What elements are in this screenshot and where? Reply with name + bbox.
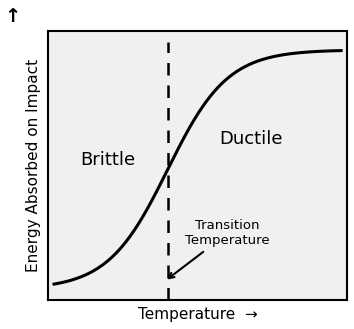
Text: Brittle: Brittle (80, 151, 136, 169)
Y-axis label: Energy Absorbed on Impact: Energy Absorbed on Impact (26, 59, 41, 272)
X-axis label: Temperature  →: Temperature → (138, 307, 257, 322)
Text: Transition
Temperature: Transition Temperature (169, 219, 270, 278)
Text: ↑: ↑ (4, 7, 21, 26)
Text: Ductile: Ductile (219, 130, 283, 148)
